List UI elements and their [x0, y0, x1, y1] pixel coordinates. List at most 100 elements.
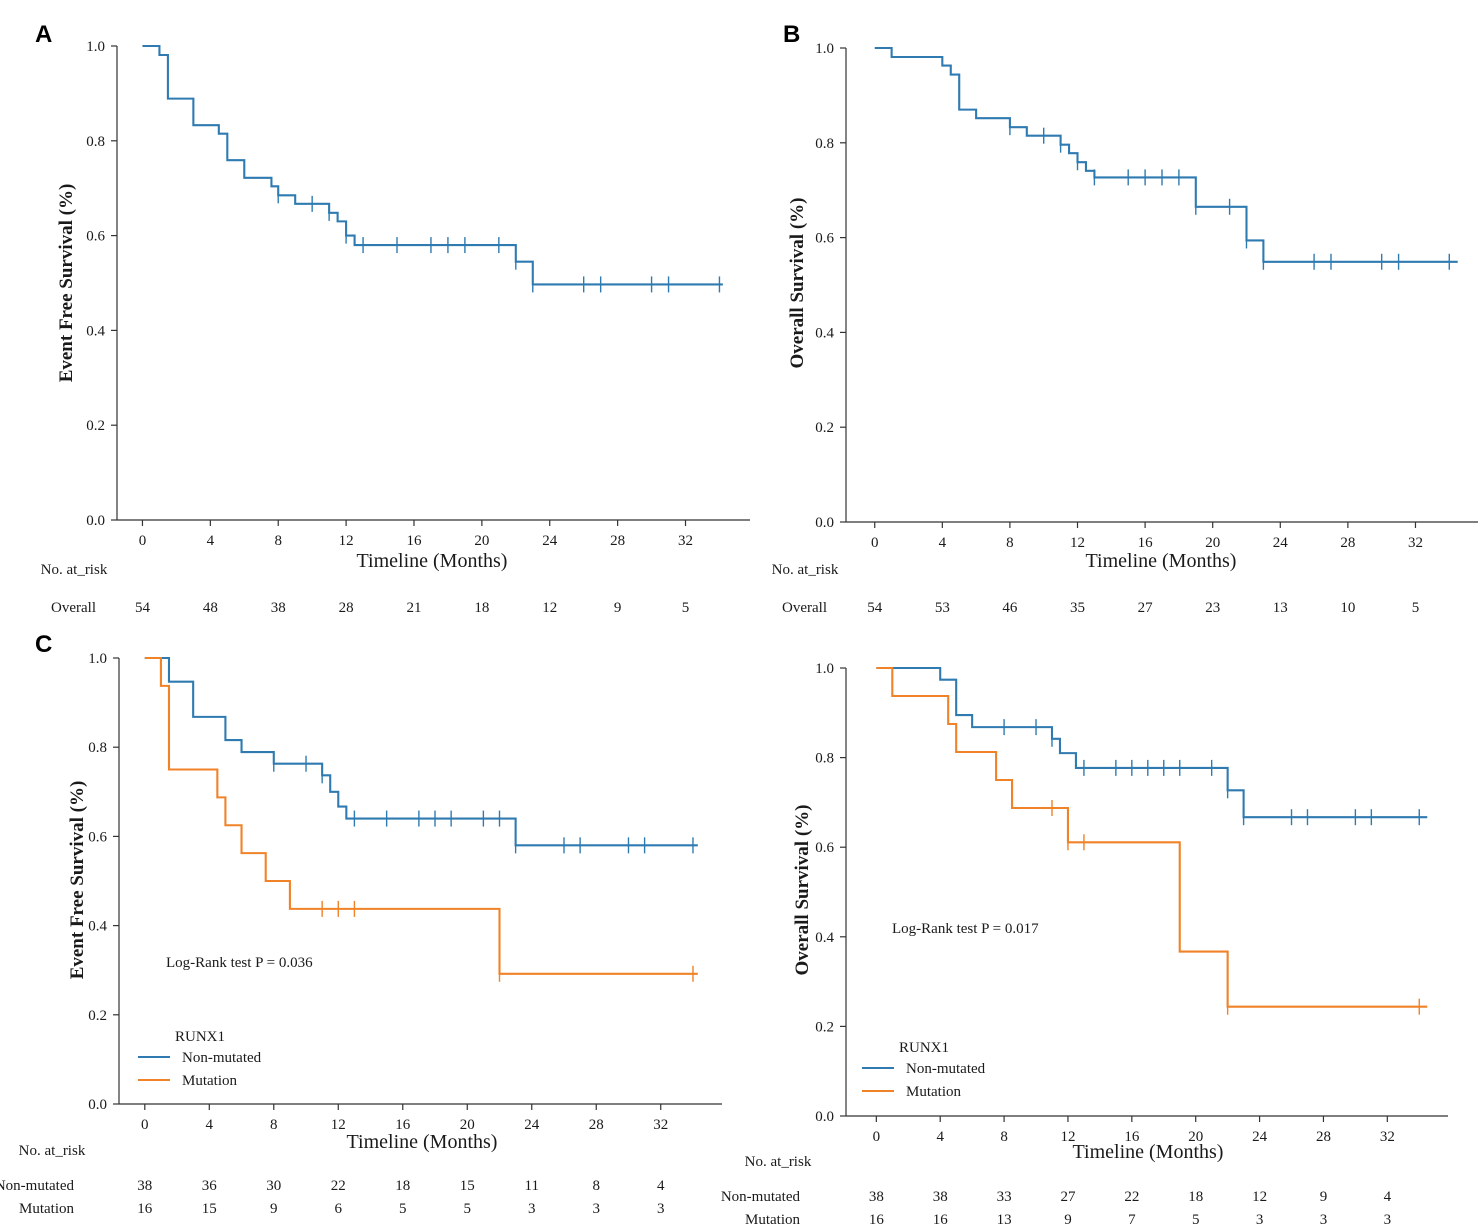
- y-tick-label: 0.6: [815, 840, 834, 856]
- x-tick-label: 0: [141, 1117, 149, 1133]
- x-tick-label: 28: [610, 533, 625, 549]
- x-tick-label: 24: [1252, 1129, 1268, 1145]
- x-tick-label: 0: [871, 535, 879, 551]
- risk-value: 5: [682, 600, 690, 616]
- series-overall: [874, 46, 1458, 270]
- y-tick-label: 0.0: [815, 1109, 834, 1125]
- risk-value: 5: [464, 1201, 472, 1217]
- x-tick-label: 16: [1124, 1129, 1140, 1145]
- y-axis-label: Overall Survival (%): [792, 805, 813, 976]
- y-tick-label: 0.2: [88, 1008, 107, 1024]
- legend-label: Non-mutated: [182, 1050, 262, 1066]
- x-tick-label: 32: [1408, 535, 1423, 551]
- y-tick-label: 0.4: [815, 930, 834, 946]
- risk-value: 10: [1340, 600, 1355, 616]
- legend: RUNX1 Non-mutated Mutation: [862, 1040, 986, 1100]
- risk-value: 35: [1070, 600, 1085, 616]
- risk-value: 16: [137, 1201, 153, 1217]
- risk-value: 15: [202, 1201, 217, 1217]
- y-tick-label: 0.6: [815, 231, 834, 247]
- risk-value: 36: [202, 1178, 218, 1194]
- risk-value: 9: [1064, 1212, 1072, 1228]
- risk-value: 4: [1384, 1189, 1392, 1205]
- x-tick-label: 24: [524, 1117, 540, 1133]
- x-axis-label: Timeline (Months): [347, 1131, 498, 1153]
- legend-label: Mutation: [906, 1084, 961, 1100]
- x-tick-label: 4: [207, 533, 215, 549]
- risk-value: 3: [657, 1201, 665, 1217]
- risk-table: No. at_risk Overall 54 48 38 28 21 18 12 9 5: [41, 562, 690, 616]
- x-tick-label: 12: [331, 1117, 346, 1133]
- risk-value: 5: [1412, 600, 1420, 616]
- panel-letter: B: [783, 21, 800, 48]
- x-tick-label: 24: [542, 533, 558, 549]
- risk-table-header: No. at_risk: [41, 562, 108, 578]
- risk-value: 5: [399, 1201, 407, 1217]
- risk-value: 9: [1320, 1189, 1328, 1205]
- risk-value: 3: [1256, 1212, 1264, 1228]
- log-rank-annotation: Log-Rank test P = 0.036: [166, 955, 313, 971]
- risk-value: 3: [1384, 1212, 1392, 1228]
- x-tick-label: 32: [678, 533, 693, 549]
- y-tick-label: 1.0: [88, 651, 107, 667]
- risk-value: 11: [525, 1178, 539, 1194]
- y-tick-label: 0.2: [815, 1019, 834, 1035]
- y-tick-label: 0.0: [86, 513, 105, 529]
- risk-value: 30: [266, 1178, 281, 1194]
- x-tick-label: 4: [206, 1117, 214, 1133]
- x-tick-label: 32: [1380, 1129, 1395, 1145]
- risk-value: 3: [1320, 1212, 1328, 1228]
- x-tick-label: 12: [1070, 535, 1085, 551]
- risk-value: 8: [592, 1178, 600, 1194]
- legend-title: RUNX1: [175, 1029, 225, 1045]
- risk-value: 12: [1252, 1189, 1267, 1205]
- y-tick-label: 0.4: [86, 323, 105, 339]
- risk-value: 16: [869, 1212, 885, 1228]
- risk-value: 16: [933, 1212, 949, 1228]
- risk-table-header: No. at_risk: [745, 1154, 812, 1170]
- risk-row-label: Mutation: [745, 1212, 800, 1228]
- risk-value: 15: [460, 1178, 475, 1194]
- risk-row-label: Overall: [782, 600, 827, 616]
- risk-value: 48: [203, 600, 218, 616]
- risk-value: 38: [933, 1189, 948, 1205]
- risk-value: 53: [935, 600, 950, 616]
- x-tick-label: 16: [1138, 535, 1154, 551]
- risk-value: 22: [331, 1178, 346, 1194]
- risk-value: 23: [1205, 600, 1220, 616]
- series-overall: [142, 44, 723, 293]
- km-panel-A: A0.00.20.40.60.81.00 4 8 12 16 20 24 28 32Timeli…: [35, 21, 750, 616]
- risk-value: 27: [1138, 600, 1154, 616]
- y-tick-label: 0.2: [815, 420, 834, 436]
- x-axis-label: Timeline (Months): [357, 550, 508, 572]
- risk-value: 22: [1124, 1189, 1139, 1205]
- legend-title: RUNX1: [899, 1040, 949, 1056]
- risk-value: 54: [867, 600, 883, 616]
- legend-label: Non-mutated: [906, 1061, 986, 1077]
- x-tick-label: 28: [589, 1117, 604, 1133]
- risk-value: 18: [395, 1178, 410, 1194]
- risk-value: 33: [997, 1189, 1012, 1205]
- x-tick-label: 0: [139, 533, 147, 549]
- log-rank-annotation: Log-Rank test P = 0.017: [892, 921, 1039, 937]
- y-tick-label: 0.4: [88, 919, 107, 935]
- survival-curve: [144, 656, 698, 847]
- legend: RUNX1 Non-mutated Mutation: [138, 1029, 262, 1089]
- x-tick-label: 20: [474, 533, 489, 549]
- x-tick-label: 20: [1205, 535, 1220, 551]
- risk-value: 4: [657, 1178, 665, 1194]
- risk-row-label: Mutation: [19, 1201, 74, 1217]
- risk-value: 18: [474, 600, 489, 616]
- x-tick-label: 4: [939, 535, 947, 551]
- risk-value: 3: [528, 1201, 536, 1217]
- x-tick-label: 12: [1060, 1129, 1075, 1145]
- y-tick-label: 0.6: [86, 229, 105, 245]
- risk-value: 7: [1128, 1212, 1136, 1228]
- risk-value: 13: [1273, 600, 1288, 616]
- x-axis-label: Timeline (Months): [1086, 550, 1237, 572]
- risk-value: 54: [135, 600, 151, 616]
- series-non-mutated: [876, 666, 1428, 826]
- risk-value: 5: [1192, 1212, 1200, 1228]
